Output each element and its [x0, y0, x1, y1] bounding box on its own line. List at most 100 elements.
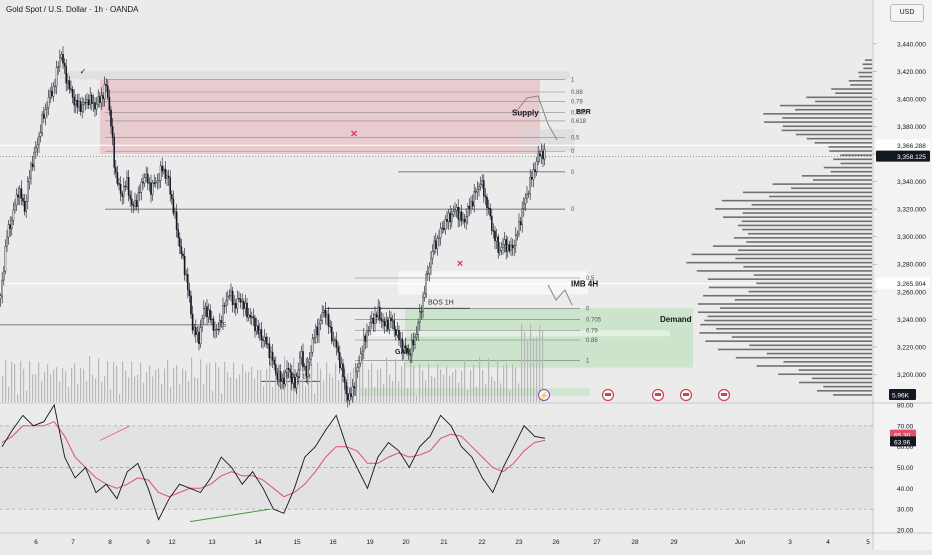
- volume-profile-bar: [735, 257, 872, 260]
- volume-bar: [338, 380, 340, 402]
- candle-body: [479, 184, 482, 187]
- candle-body: [246, 302, 248, 318]
- candle-body: [297, 369, 300, 378]
- candle-body: [207, 309, 210, 318]
- candle-body: [321, 312, 324, 322]
- volume-profile-bar: [753, 274, 872, 276]
- candle-body: [342, 363, 344, 378]
- volume-bar: [446, 366, 448, 402]
- candle-body: [407, 352, 410, 354]
- volume-bar: [227, 372, 229, 402]
- candle-body: [467, 206, 469, 217]
- volume-bar: [155, 369, 157, 402]
- lower-fib-label: 1: [586, 359, 590, 365]
- candle-body: [302, 351, 304, 368]
- candle-body: [71, 89, 74, 98]
- volume-bar: [203, 384, 205, 402]
- volume-profile-bar: [764, 121, 872, 123]
- candle-body: [295, 376, 298, 389]
- candle-body: [118, 183, 120, 185]
- volume-profile-bar: [741, 220, 872, 223]
- volume-profile-bar: [772, 183, 872, 185]
- candle-body: [102, 95, 104, 99]
- volume-bar: [35, 374, 37, 402]
- candle-body: [347, 393, 349, 401]
- volume-profile-bar: [743, 265, 872, 268]
- candle-body: [198, 331, 200, 345]
- volume-bar: [491, 376, 493, 402]
- candle-body: [457, 207, 460, 220]
- candle-body: [47, 97, 50, 108]
- volume-bar: [461, 370, 463, 402]
- volume-profile-bar: [756, 282, 872, 285]
- volume-profile-bar: [734, 299, 872, 301]
- candle-body: [343, 376, 346, 383]
- lower-demand-strip: [360, 388, 590, 397]
- volume-bar: [89, 356, 91, 402]
- fib-level-label: 0.5: [571, 135, 580, 141]
- candle-body: [268, 343, 271, 359]
- candle-body: [524, 198, 527, 205]
- volume-bar: [107, 361, 109, 402]
- candle-body: [252, 316, 255, 319]
- volume-profile-bar: [791, 187, 872, 190]
- candle-body: [129, 194, 132, 200]
- candle-body: [423, 293, 426, 298]
- candle-body: [427, 273, 429, 275]
- candle-body: [28, 177, 31, 182]
- volume-bar: [263, 385, 265, 402]
- event-icon-lightning: [538, 389, 550, 401]
- rsi-axis-label: 30.00: [897, 507, 914, 514]
- candle-body: [148, 182, 151, 184]
- volume-profile-bar: [828, 146, 872, 148]
- candle-body: [446, 219, 448, 222]
- volume-bar: [50, 374, 52, 402]
- candle-body: [202, 308, 205, 319]
- volume-profile-bar: [721, 199, 872, 202]
- candle-body: [146, 173, 149, 184]
- volume-bar: [176, 364, 178, 402]
- volume-bar: [332, 377, 334, 402]
- candle-body: [73, 96, 75, 106]
- rsi-axis-label: 70.00: [897, 423, 914, 430]
- candle-body: [169, 177, 172, 195]
- event-flag-stripe: [721, 393, 727, 396]
- candle-body: [473, 191, 476, 207]
- event-flag-stripe: [683, 393, 689, 396]
- price-axis-label: 3,220.000: [897, 344, 926, 351]
- candle-body: [307, 361, 309, 377]
- volume-bar: [143, 382, 145, 402]
- candle-body: [535, 161, 538, 172]
- volume-bar: [533, 337, 535, 402]
- candle-body: [294, 377, 296, 389]
- candle-body: [345, 382, 348, 395]
- volume-profile-bar: [806, 96, 872, 99]
- candle-body: [134, 200, 136, 207]
- candle-body: [417, 322, 420, 335]
- currency-button[interactable]: USD: [890, 4, 924, 22]
- candle-body: [283, 378, 285, 385]
- volume-profile-bar: [863, 67, 872, 70]
- candle-body: [319, 320, 322, 325]
- volume-profile-bar: [823, 166, 872, 169]
- volume-bar: [62, 368, 64, 402]
- candle-body: [374, 314, 376, 324]
- volume-bar: [299, 378, 301, 402]
- time-axis-label: 28: [631, 539, 639, 546]
- candle-body: [194, 327, 197, 335]
- volume-profile-bar: [782, 125, 872, 128]
- candle-body: [355, 371, 357, 389]
- volume-profile-bar: [697, 303, 872, 305]
- volume-bar: [254, 378, 256, 402]
- fib-level-label: 0: [571, 149, 575, 155]
- event-flag-stripe: [605, 393, 611, 396]
- candle-body: [364, 335, 367, 342]
- volume-bar: [152, 376, 154, 402]
- candle-body: [465, 216, 468, 223]
- volume-profile-bar: [705, 340, 872, 342]
- volume-bar: [488, 358, 490, 402]
- volume-bar: [122, 361, 124, 402]
- candle-body: [39, 132, 42, 137]
- lower-fib-label: 0.88: [586, 338, 598, 344]
